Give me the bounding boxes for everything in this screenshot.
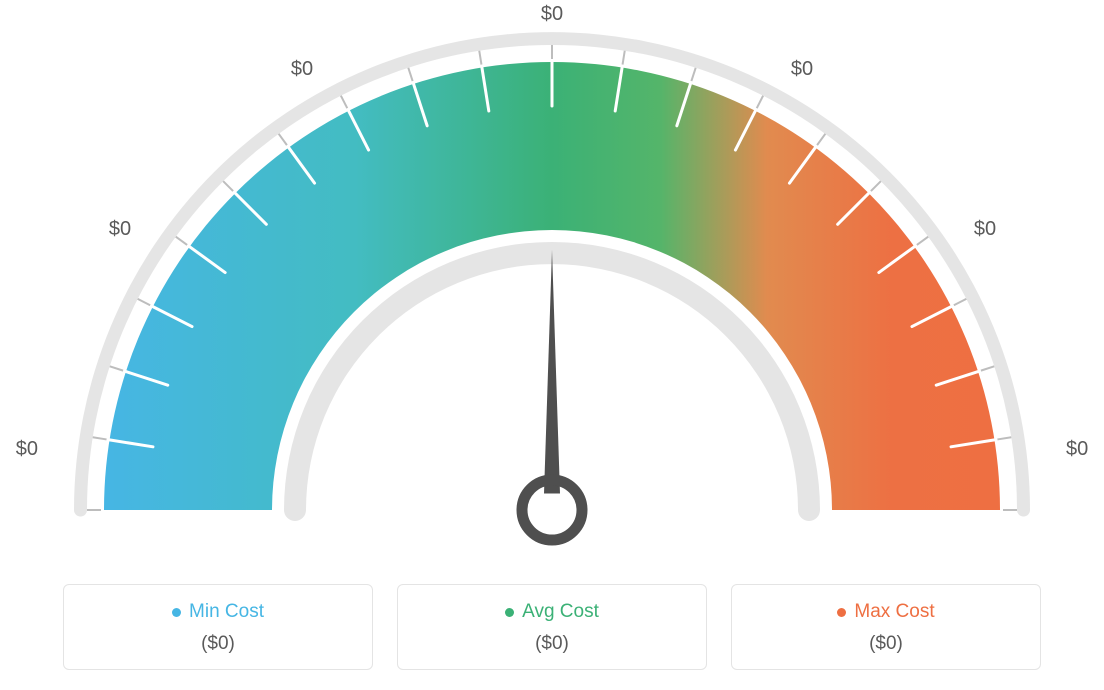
svg-text:$0: $0 [541,3,563,25]
legend-row: Min Cost ($0) Avg Cost ($0) Max Cost ($0… [0,584,1104,670]
svg-text:$0: $0 [974,218,996,240]
legend-card-max: Max Cost ($0) [731,584,1041,670]
svg-text:$0: $0 [291,58,313,80]
svg-text:$0: $0 [791,58,813,80]
gauge-chart: $0 $0 $0 $0 $0 $0 $0 [0,0,1104,560]
legend-dot-max [837,608,846,617]
legend-card-min: Min Cost ($0) [63,584,373,670]
legend-dot-avg [505,608,514,617]
legend-label-min: Min Cost [189,601,264,623]
svg-text:$0: $0 [1066,438,1088,460]
svg-text:$0: $0 [16,438,38,460]
legend-card-avg: Avg Cost ($0) [397,584,707,670]
legend-label-max: Max Cost [854,601,934,623]
legend-value-avg: ($0) [408,633,696,655]
legend-top-max: Max Cost [742,601,1030,623]
legend-value-max: ($0) [742,633,1030,655]
legend-top-avg: Avg Cost [408,601,696,623]
legend-dot-min [172,608,181,617]
gauge-svg: $0 $0 $0 $0 $0 $0 $0 [0,0,1104,560]
legend-value-min: ($0) [74,633,362,655]
legend-top-min: Min Cost [74,601,362,623]
legend-label-avg: Avg Cost [522,601,599,623]
svg-text:$0: $0 [109,218,131,240]
